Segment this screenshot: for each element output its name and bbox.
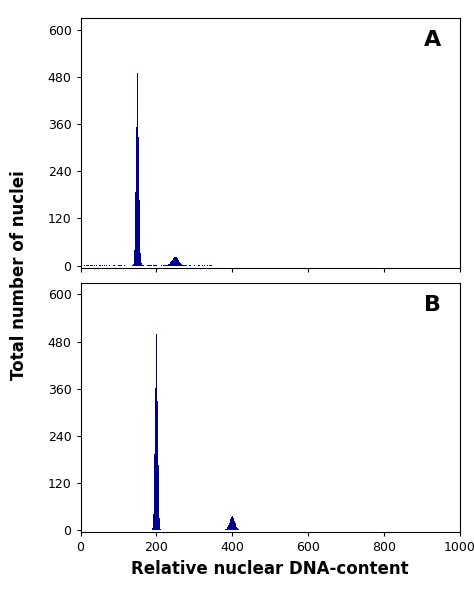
Text: Total number of nuclei: Total number of nuclei bbox=[10, 170, 28, 380]
X-axis label: Relative nuclear DNA-content: Relative nuclear DNA-content bbox=[131, 560, 409, 578]
Text: B: B bbox=[424, 295, 441, 315]
Text: A: A bbox=[424, 30, 441, 50]
